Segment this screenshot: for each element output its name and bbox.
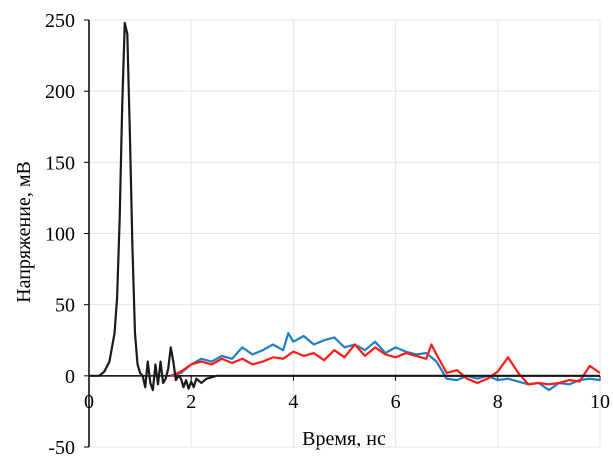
x-tick-label: 8 [493, 391, 503, 413]
x-tick-label: 2 [186, 391, 196, 413]
x-tick-label: 4 [288, 391, 298, 413]
series-line [89, 21, 600, 392]
x-axis-label: Время, нс [302, 428, 386, 450]
y-tick-label: 50 [55, 295, 75, 317]
y-axis-label: Напряжение, мВ [13, 161, 35, 303]
y-tick-label: 200 [45, 81, 75, 103]
y-tick-label: 150 [45, 152, 75, 174]
y-tick-label: 250 [45, 10, 75, 32]
y-tick-label: -50 [48, 437, 75, 457]
x-tick-label: 10 [590, 391, 610, 413]
x-tick-label: 6 [391, 391, 401, 413]
y-tick-label: 100 [45, 224, 75, 246]
y-tick-label: 0 [65, 366, 75, 388]
series-line [170, 343, 601, 386]
